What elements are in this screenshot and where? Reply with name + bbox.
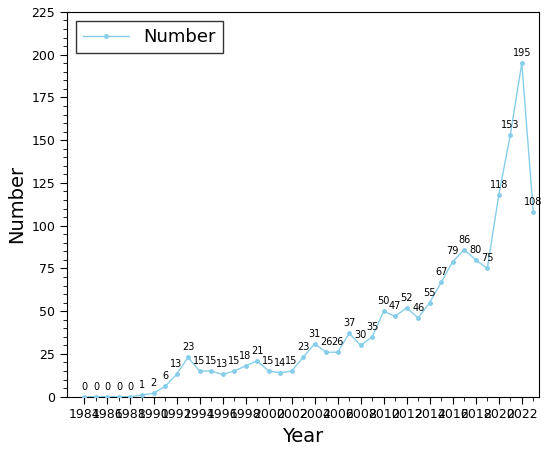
Number: [334, 350, 341, 355]
Text: 0: 0: [104, 381, 111, 391]
Text: 75: 75: [481, 253, 493, 263]
Text: 35: 35: [366, 322, 378, 332]
Text: 80: 80: [470, 245, 482, 255]
Number: [162, 384, 168, 389]
Number: [277, 370, 283, 376]
Text: 46: 46: [412, 303, 425, 313]
Number: [507, 132, 514, 138]
Number: [472, 257, 479, 263]
Text: 47: 47: [389, 301, 402, 311]
Text: 0: 0: [81, 381, 87, 391]
Text: 13: 13: [170, 359, 183, 369]
Number: [438, 280, 444, 285]
Number: [496, 192, 502, 198]
Text: 15: 15: [205, 356, 217, 366]
Number: [403, 305, 410, 310]
Text: 18: 18: [239, 351, 252, 361]
Number: [381, 308, 387, 314]
Number: [196, 368, 203, 374]
Number: [231, 368, 238, 374]
X-axis label: Year: Year: [283, 427, 324, 446]
Number: [358, 342, 364, 348]
Number: [288, 368, 295, 374]
Number: [219, 372, 226, 377]
Number: [311, 341, 318, 347]
Number: [150, 390, 157, 396]
Text: 13: 13: [217, 359, 229, 369]
Number: [265, 368, 272, 374]
Number: [116, 394, 122, 400]
Number: [127, 394, 134, 400]
Text: 26: 26: [320, 337, 332, 347]
Number: [426, 300, 433, 305]
Number: [254, 358, 260, 363]
Number: [530, 209, 537, 215]
Text: 2: 2: [150, 378, 157, 388]
Y-axis label: Number: Number: [7, 165, 26, 243]
Text: 108: 108: [524, 197, 542, 207]
Number: [208, 368, 214, 374]
Number: [346, 331, 353, 336]
Number: [81, 394, 88, 400]
Text: 0: 0: [128, 381, 134, 391]
Number: [484, 266, 491, 271]
Text: 15: 15: [194, 356, 206, 366]
Text: 14: 14: [274, 357, 286, 368]
Legend: Number: Number: [76, 21, 223, 53]
Number: [323, 350, 329, 355]
Text: 0: 0: [116, 381, 122, 391]
Text: 26: 26: [332, 337, 344, 347]
Text: 79: 79: [447, 246, 459, 256]
Text: 31: 31: [309, 328, 321, 338]
Number: [449, 259, 456, 264]
Text: 15: 15: [262, 356, 275, 366]
Line: Number: Number: [81, 60, 537, 400]
Text: 86: 86: [458, 235, 470, 245]
Text: 67: 67: [435, 267, 447, 277]
Text: 15: 15: [228, 356, 240, 366]
Number: [415, 315, 421, 321]
Number: [461, 247, 468, 252]
Number: [519, 61, 525, 66]
Text: 23: 23: [182, 342, 194, 352]
Text: 1: 1: [139, 380, 145, 390]
Number: [369, 334, 376, 340]
Text: 52: 52: [400, 293, 413, 303]
Text: 37: 37: [343, 318, 355, 328]
Number: [392, 313, 399, 319]
Text: 21: 21: [251, 346, 263, 356]
Text: 118: 118: [490, 180, 508, 190]
Number: [173, 372, 180, 377]
Number: [104, 394, 111, 400]
Text: 15: 15: [285, 356, 298, 366]
Number: [139, 392, 145, 398]
Number: [92, 394, 99, 400]
Number: [243, 363, 249, 369]
Text: 153: 153: [501, 120, 520, 130]
Text: 30: 30: [355, 330, 367, 340]
Text: 195: 195: [513, 48, 531, 58]
Text: 6: 6: [162, 371, 168, 381]
Text: 50: 50: [377, 296, 390, 306]
Text: 0: 0: [93, 381, 99, 391]
Number: [300, 355, 306, 360]
Text: 23: 23: [297, 342, 309, 352]
Number: [185, 355, 191, 360]
Text: 55: 55: [424, 288, 436, 298]
